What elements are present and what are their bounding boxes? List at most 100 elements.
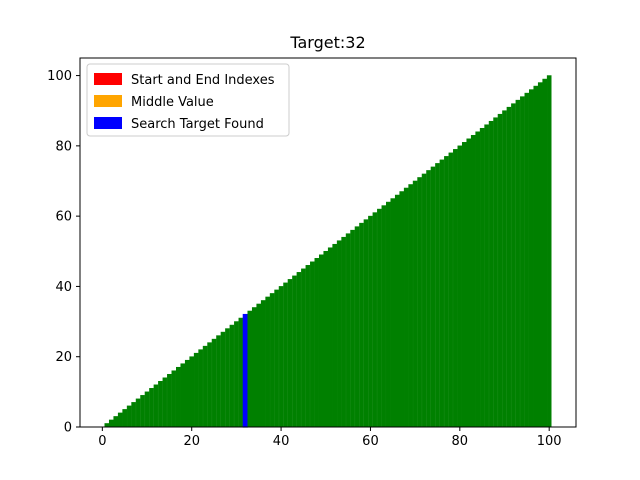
bar-3 [113, 416, 119, 428]
bar-70 [412, 180, 418, 428]
bar-26 [216, 335, 221, 428]
bar-8 [135, 398, 141, 428]
x-tick-label: 100 [537, 434, 562, 449]
bar-84 [475, 131, 480, 428]
legend: Start and End Indexes Middle Value Search … [86, 63, 290, 137]
bar-43 [292, 275, 297, 428]
bar-87 [488, 120, 494, 428]
bar-85 [479, 127, 485, 428]
bar-40 [278, 286, 284, 428]
bar-73 [426, 170, 431, 428]
legend-label: Start and End Indexes [131, 73, 275, 88]
bar-22 [198, 349, 203, 428]
bar-28 [225, 328, 230, 428]
bar-12 [153, 384, 159, 428]
bar-75 [435, 163, 440, 428]
bar-72 [421, 173, 427, 428]
bar-41 [283, 282, 288, 428]
bar-39 [274, 289, 279, 428]
bar-56 [350, 229, 355, 428]
bar-45 [301, 268, 306, 428]
bar-27 [220, 331, 226, 428]
legend-swatch [94, 117, 122, 129]
bar-29 [229, 324, 235, 428]
y-tick-label: 20 [55, 350, 72, 365]
bar-58 [359, 222, 364, 428]
y-tick-label: 0 [64, 421, 72, 436]
bar-18 [180, 363, 186, 428]
plot-frame [79, 57, 577, 428]
bar-49 [318, 254, 324, 428]
legend-label: Search Target Found [131, 117, 264, 132]
bar-94 [520, 96, 525, 428]
bar-76 [439, 159, 445, 428]
bar-14 [162, 377, 168, 428]
bar-57 [354, 226, 360, 428]
bar-9 [140, 395, 145, 428]
bar-33 [247, 310, 253, 428]
bar-21 [193, 352, 199, 428]
bar-4 [117, 412, 123, 428]
bar-69 [408, 184, 413, 428]
bar-100 [546, 75, 552, 428]
bar-81 [461, 142, 467, 428]
bar-80 [457, 145, 463, 428]
bar-59 [363, 219, 369, 428]
y-tick-label: 100 [47, 69, 72, 84]
bar-42 [287, 279, 293, 428]
bar-48 [314, 258, 320, 428]
bar-31 [238, 317, 244, 428]
bar-62 [377, 208, 382, 428]
bar-54 [341, 236, 346, 428]
bar-51 [327, 247, 333, 428]
bar-25 [211, 338, 217, 428]
bar-60 [368, 215, 373, 428]
bar-71 [417, 177, 422, 428]
bar-77 [444, 156, 449, 428]
y-tick-label: 40 [55, 280, 72, 295]
bar-11 [149, 388, 154, 428]
legend-swatch [94, 73, 122, 85]
bar-target-found [242, 313, 248, 428]
bar-93 [515, 99, 521, 428]
bar-44 [296, 272, 302, 428]
bar-46 [305, 265, 311, 428]
chart-title: Target:32 [289, 33, 365, 52]
bar-55 [345, 233, 351, 428]
bar-50 [323, 250, 329, 428]
legend-box [86, 63, 290, 137]
bar-13 [158, 381, 163, 428]
bar-24 [207, 342, 212, 428]
bar-91 [506, 106, 512, 428]
bar-23 [202, 345, 208, 428]
bar-66 [394, 194, 400, 428]
bar-79 [453, 149, 458, 428]
bar-38 [269, 293, 275, 428]
bar-5 [122, 409, 127, 428]
axes-group: 0 20 40 60 80 100 0 20 40 60 80 100 [47, 57, 577, 449]
bar-20 [189, 356, 195, 428]
bar-64 [386, 201, 391, 428]
bar-96 [528, 89, 534, 428]
x-tick-label: 80 [452, 434, 469, 449]
bar-95 [524, 92, 530, 428]
bar-88 [493, 117, 498, 428]
bar-30 [234, 321, 239, 428]
x-tick-label: 0 [98, 434, 106, 449]
bar-68 [403, 187, 409, 428]
y-tick-label: 80 [55, 139, 72, 154]
bar-97 [533, 85, 539, 428]
bar-90 [502, 110, 507, 428]
y-tick-label: 60 [55, 210, 72, 225]
x-tick-label: 40 [273, 434, 290, 449]
bar-37 [265, 296, 270, 428]
bar-15 [167, 373, 172, 428]
bar-53 [336, 240, 342, 428]
bar-2 [108, 419, 114, 428]
bar-99 [542, 78, 548, 428]
bar-52 [332, 243, 338, 428]
x-tick-label: 60 [362, 434, 379, 449]
bar-98 [537, 82, 543, 428]
x-tick-label: 20 [183, 434, 200, 449]
